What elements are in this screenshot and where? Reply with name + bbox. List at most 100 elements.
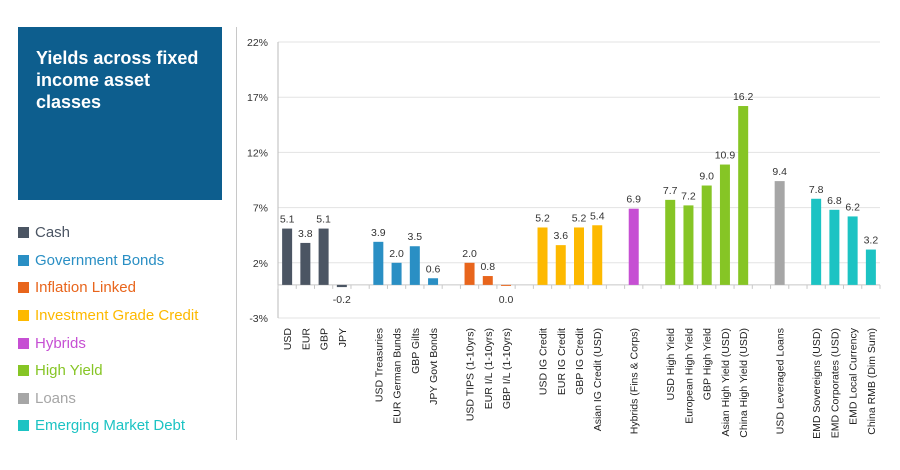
legend-label: High Yield [35,362,103,380]
data-label: -0.2 [333,294,351,306]
legend-label: Loans [35,389,76,407]
y-tick-label: 7% [253,203,268,215]
legend-swatch [18,282,29,294]
bar [282,228,293,285]
legend-label: Government Bonds [35,251,165,269]
divider [236,27,237,440]
legend-swatch [18,365,29,377]
x-tick-label: JPY Govt Bonds [428,328,440,405]
x-tick-label: EUR IG Credit [556,328,568,395]
bar [300,242,311,285]
bar [592,225,603,285]
data-label: 2.0 [389,248,404,260]
x-tick-label: EMD Sovereigns (USD) [811,328,823,439]
bar [318,228,329,285]
x-tick-label: GBP [319,328,331,350]
bar [628,208,639,285]
y-tick-label: 22% [247,37,268,49]
bar [719,164,730,285]
x-tick-label: USD Leveraged Loans [775,328,787,434]
bar [391,262,402,285]
x-tick-label: GBP IG Credit [574,328,586,395]
bar [428,278,439,285]
data-label: 7.2 [681,190,696,202]
x-tick-label: Asian High Yield (USD) [720,328,732,437]
legend-item: Inflation Linked [18,274,198,302]
data-label: 0.8 [480,261,495,273]
legend-swatch [18,420,29,432]
data-label: 3.5 [408,231,423,243]
legend-item: Government Bonds [18,247,198,275]
data-label: 16.2 [733,91,754,103]
bar [683,205,694,285]
x-tick-label: GBP Gilts [410,328,422,374]
bar [701,185,712,285]
legend-swatch [18,392,29,404]
bar [501,284,512,286]
x-tick-label: GBP High Yield [702,328,714,400]
data-label: 9.4 [772,166,787,178]
bar [847,216,858,285]
x-tick-label: USD [282,328,294,351]
bar [373,241,384,285]
x-tick-label: China High Yield (USD) [738,328,750,438]
data-label: 7.8 [809,184,824,196]
bar [811,198,822,285]
legend-item: Emerging Market Debt [18,412,198,440]
bar [865,249,876,285]
x-tick-label: European High Yield [683,328,695,424]
bar [665,199,676,285]
x-tick-label: Hybrids (Fins & Corps) [629,328,641,434]
legend-swatch [18,254,29,266]
legend-label: Investment Grade Credit [35,307,199,325]
legend-item: Cash [18,219,198,247]
bar [409,246,420,285]
data-label: 3.8 [298,228,313,240]
x-tick-label: EUR I/L (1-10yrs) [483,328,495,409]
title-box: Yields across fixed income asset classes [18,27,222,200]
x-tick-label: EMD Corporates (USD) [829,328,841,438]
legend-item: Hybrids [18,329,198,357]
data-label: 5.2 [572,212,587,224]
legend-swatch [18,310,29,322]
data-label: 5.1 [280,214,295,226]
bar [482,276,493,285]
legend-item: Investment Grade Credit [18,302,198,330]
legend-label: Emerging Market Debt [35,417,186,435]
x-tick-label: GBP I/L (1-10yrs) [501,328,513,409]
x-tick-label: USD TIPS (1-10yrs) [465,328,477,421]
legend-item: High Yield [18,357,198,385]
data-label: 0.0 [499,294,514,306]
bar [336,284,347,288]
y-tick-label: -3% [249,313,268,325]
x-tick-label: EUR [300,328,312,351]
x-tick-label: USD IG Credit [538,328,550,395]
bar [829,209,840,285]
data-label: 7.7 [663,185,678,197]
data-label: 3.6 [553,230,568,242]
data-label: 2.0 [462,248,477,260]
data-label: 6.9 [626,194,641,206]
x-tick-label: EUR German Bunds [392,328,404,424]
chart-title: Yields across fixed income asset classes [36,48,199,112]
data-label: 6.2 [845,201,860,213]
data-label: 3.9 [371,227,386,239]
legend-swatch [18,337,29,349]
y-tick-label: 17% [247,92,268,104]
legend: Cash Government Bonds Inflation Linked Inve… [18,219,198,440]
legend-swatch [18,227,29,239]
x-tick-label: China RMB (Dim Sum) [866,328,878,435]
legend-label: Cash [35,224,71,242]
legend-item: Loans [18,385,198,413]
y-tick-label: 12% [247,147,268,159]
bar [774,181,785,285]
data-label: 9.0 [699,171,714,183]
legend-label: Inflation Linked [35,279,136,297]
bar [738,106,749,285]
bar [555,245,566,285]
x-tick-label: JPY [337,328,349,347]
data-label: 10.9 [715,150,736,162]
data-label: 3.2 [864,235,879,247]
legend-label: Hybrids [35,334,86,352]
